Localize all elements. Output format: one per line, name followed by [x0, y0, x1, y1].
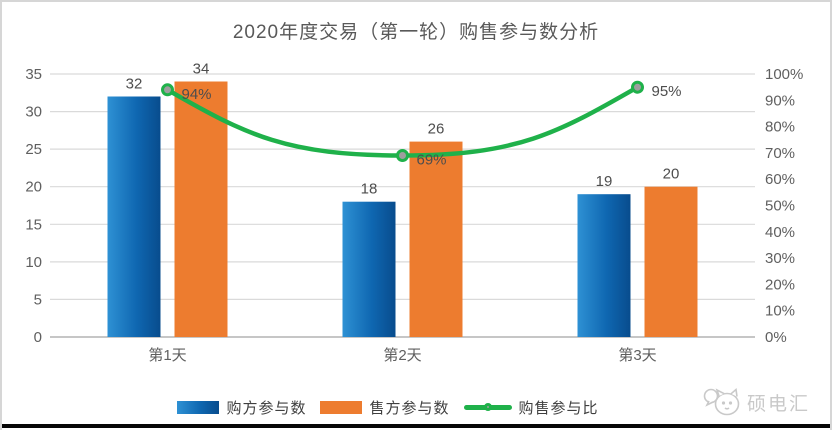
bar-buyer — [107, 96, 161, 337]
bottom-divider-bar — [2, 424, 830, 428]
right-axis-tick-label: 50% — [765, 198, 795, 215]
watermark-text: 硕电汇 — [746, 393, 810, 415]
right-axis-tick-label: 30% — [765, 250, 795, 267]
legend-item-buyer: 购方参与数 — [177, 397, 306, 418]
x-axis-category-label: 第2天 — [383, 346, 421, 364]
right-axis-tick-label: 60% — [765, 171, 795, 188]
bar-series — [107, 81, 698, 337]
x-axis-category-label: 第3天 — [618, 346, 656, 364]
ratio-value-label: 94% — [182, 86, 212, 103]
right-axis-tick-label: 40% — [765, 224, 795, 241]
axis-labels: 0 5 10 15 20 25 30 35 0% 10% 20% 30% 40% 50% 60% 70% 80%… — [25, 66, 803, 364]
legend-item-ratio: 购售参与比 — [463, 397, 599, 418]
left-axis-tick-label: 20 — [25, 179, 42, 196]
legend-label-seller: 售方参与数 — [369, 399, 450, 417]
data-labels: 32 18 19 34 26 20 94% 69% 95% — [126, 61, 682, 198]
legend-label-ratio: 购售参与比 — [518, 399, 599, 417]
ratio-line-marker — [396, 149, 409, 162]
ratio-series-swatch — [463, 400, 512, 414]
bar-buyer — [577, 194, 631, 337]
bar-buyer — [342, 201, 396, 337]
watermark: 硕电汇 — [701, 385, 810, 419]
right-axis-tick-label: 0% — [765, 329, 787, 346]
bar-seller — [644, 186, 698, 337]
right-axis-tick-label: 80% — [765, 119, 795, 136]
right-axis-tick-label: 10% — [765, 303, 795, 320]
left-axis-tick-label: 15 — [25, 216, 42, 233]
ratio-marker-sample — [483, 403, 492, 411]
left-axis-tick-label: 0 — [34, 329, 42, 346]
bar-seller — [174, 81, 228, 337]
legend-label-buyer: 购方参与数 — [226, 399, 307, 417]
chart-legend: 购方参与数 售方参与数 购售参与比 — [2, 395, 830, 419]
right-axis-tick-label: 90% — [765, 92, 795, 109]
left-axis-tick-label: 5 — [34, 291, 42, 308]
bar-value-label: 32 — [126, 76, 143, 93]
ratio-value-label: 95% — [652, 83, 682, 100]
right-axis-tick-label: 20% — [765, 276, 795, 293]
right-axis-tick-label: 70% — [765, 145, 795, 162]
bar-value-label: 26 — [428, 121, 445, 138]
left-axis-tick-label: 25 — [25, 141, 42, 158]
ratio-value-label: 69% — [417, 152, 447, 169]
line-series — [161, 80, 644, 162]
left-axis-tick-label: 35 — [25, 66, 42, 83]
bar-value-label: 19 — [596, 173, 613, 190]
left-axis-tick-label: 30 — [25, 104, 42, 121]
shuodianhui-logo-icon — [703, 387, 740, 416]
legend-item-seller: 售方参与数 — [320, 397, 449, 418]
right-axis-tick-label: 100% — [765, 66, 803, 83]
left-axis-tick-label: 10 — [25, 254, 42, 271]
bar-seller — [409, 141, 463, 337]
grid-lines — [50, 73, 755, 338]
x-axis-category-label: 第1天 — [148, 346, 186, 364]
chart-title: 2020年度交易（第一轮）购售参与数分析 — [232, 22, 600, 43]
bar-value-label: 20 — [663, 166, 680, 183]
ratio-line-marker — [161, 83, 174, 97]
bar-value-label: 34 — [193, 61, 210, 78]
bar-value-label: 18 — [361, 181, 378, 198]
ratio-line-marker — [631, 80, 644, 94]
buyer-series-swatch — [177, 400, 220, 414]
ratio-line — [165, 84, 640, 158]
seller-series-swatch — [320, 400, 363, 414]
